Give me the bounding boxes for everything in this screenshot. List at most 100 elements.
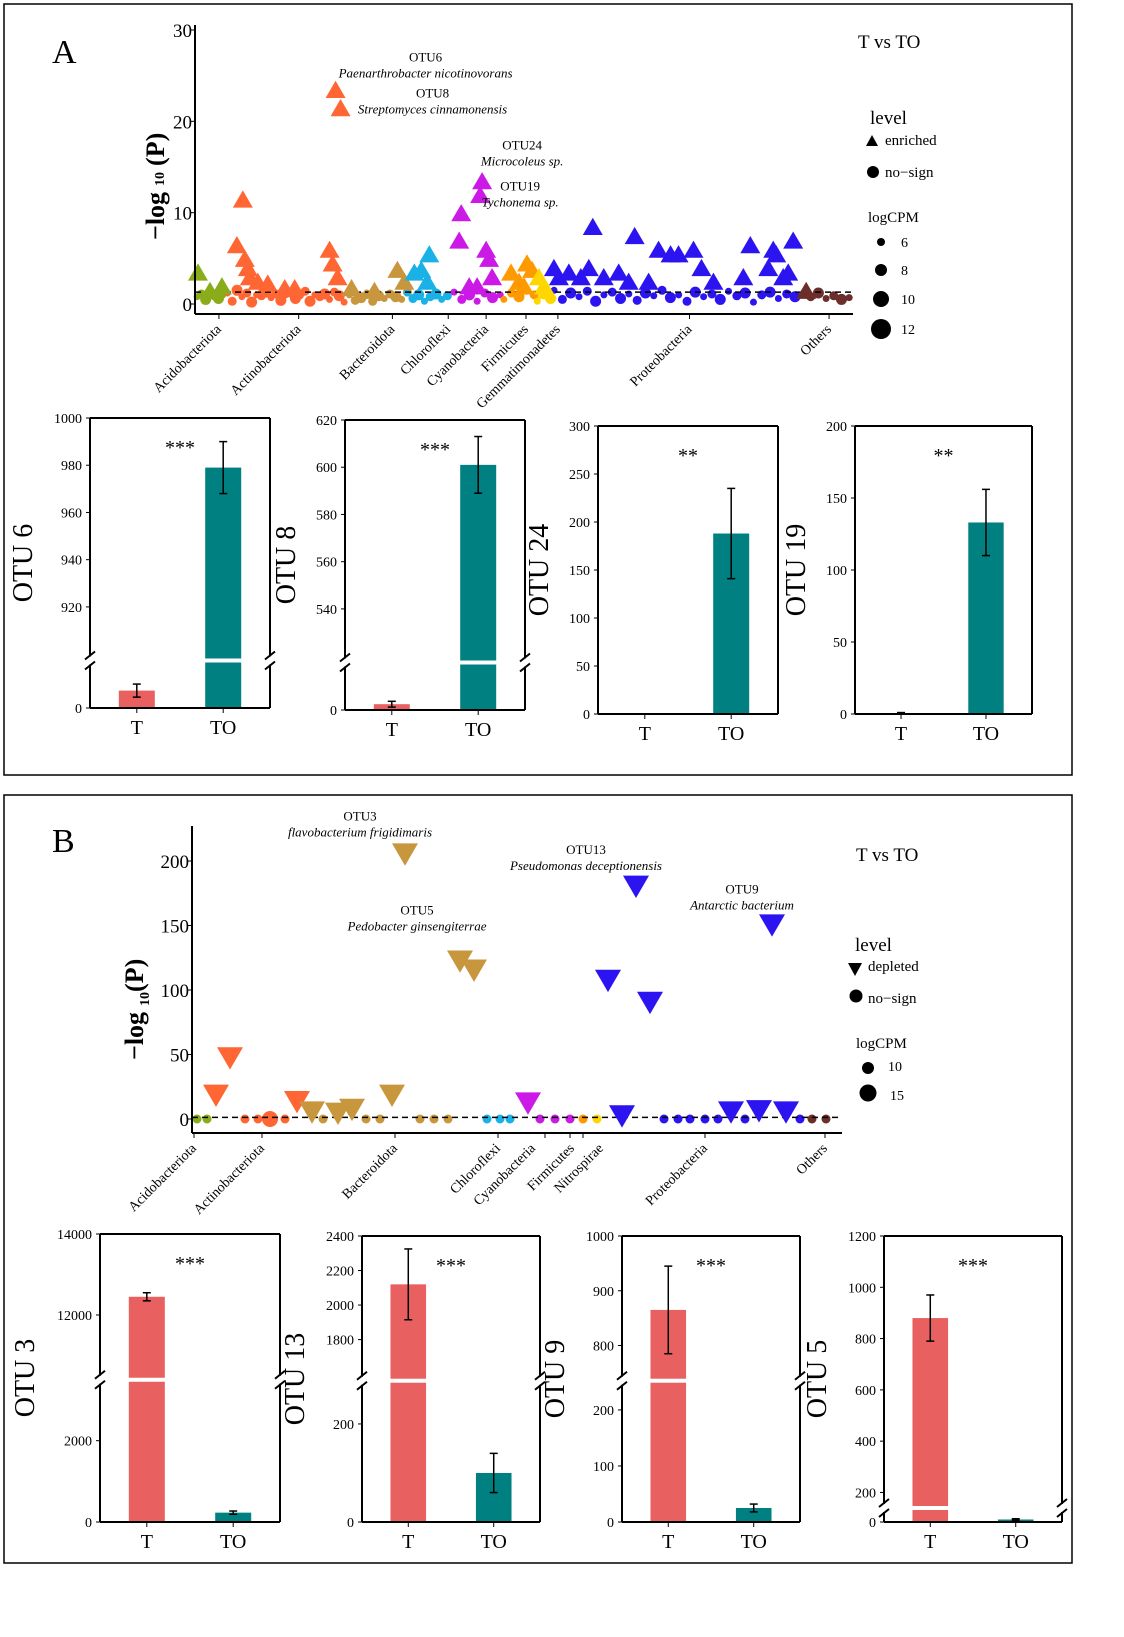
panel-b-comparison: T vs TO bbox=[856, 845, 918, 866]
x-tick-label: T bbox=[639, 723, 651, 745]
nosign-point bbox=[600, 291, 608, 299]
legend-nosign: no−sign bbox=[885, 165, 934, 181]
nosign-point bbox=[442, 291, 452, 301]
panel-a-comparison: T vs TO bbox=[858, 32, 920, 53]
annotation-otu: OTU24 bbox=[502, 138, 542, 153]
legend-size: 10 bbox=[901, 293, 915, 308]
significance-stars: *** bbox=[436, 1255, 466, 1277]
nosign-point bbox=[829, 291, 839, 301]
significant-point bbox=[417, 272, 438, 290]
x-tick-label: Proteobacteria bbox=[628, 322, 696, 390]
nosign-point bbox=[590, 295, 602, 307]
axis-break-icon bbox=[84, 650, 96, 671]
panel-b-letter: B bbox=[52, 823, 75, 860]
nosign-point bbox=[845, 294, 853, 302]
legend-enriched: enriched bbox=[885, 133, 937, 149]
y-tick-label: 400 bbox=[855, 1435, 876, 1450]
y-tick-label: 200 bbox=[855, 1486, 876, 1501]
legend-size: 8 bbox=[901, 264, 908, 279]
significant-point bbox=[447, 950, 473, 973]
nosign-point bbox=[821, 1114, 831, 1124]
axis-break-icon bbox=[356, 1370, 368, 1391]
bar-TO bbox=[735, 1507, 772, 1522]
significant-point bbox=[479, 249, 500, 267]
significant-point bbox=[211, 277, 232, 295]
nosign-point bbox=[473, 297, 481, 305]
significant-point bbox=[796, 281, 817, 299]
y-tick-label: 200 bbox=[569, 516, 590, 531]
manhattan-b-ylabel: −log10(P) bbox=[120, 959, 153, 1060]
axis-break-icon bbox=[878, 1498, 890, 1518]
nosign-point bbox=[495, 1114, 505, 1124]
bar-panel-B2: T TO 1800 2000 2200 2400 0 200 OTU 13 *** bbox=[280, 1230, 546, 1553]
y-tick-label: 0 bbox=[840, 708, 847, 723]
significant-point bbox=[759, 914, 785, 937]
x-tick-label: TO bbox=[973, 723, 999, 745]
y-tick-label: 20 bbox=[173, 112, 192, 133]
y-tick-label: 980 bbox=[61, 459, 82, 474]
significant-point bbox=[515, 1092, 541, 1115]
significant-point bbox=[411, 260, 432, 278]
significant-point bbox=[582, 217, 603, 235]
nosign-point bbox=[807, 1114, 817, 1124]
nosign-point bbox=[340, 298, 348, 306]
nosign-point bbox=[673, 1114, 683, 1124]
panel-a-letter: A bbox=[52, 34, 77, 71]
y-tick-label: 800 bbox=[593, 1340, 614, 1355]
nosign-point bbox=[242, 288, 252, 298]
significant-point bbox=[766, 245, 787, 263]
significant-point bbox=[548, 268, 569, 286]
size-dot-icon bbox=[859, 1084, 877, 1102]
nosign-point bbox=[240, 1114, 250, 1124]
legend-depleted: depleted bbox=[868, 959, 919, 975]
x-tick-label: T bbox=[402, 1531, 414, 1553]
annotation-otu: OTU9 bbox=[725, 882, 758, 897]
nosign-point bbox=[246, 296, 258, 308]
nosign-point bbox=[506, 288, 516, 298]
y-tick-label: 1000 bbox=[54, 412, 82, 427]
nosign-point bbox=[262, 1111, 278, 1127]
legend-nosign: no−sign bbox=[868, 991, 917, 1007]
nosign-point bbox=[550, 1114, 560, 1124]
significance-stars: *** bbox=[958, 1255, 988, 1277]
nosign-point bbox=[700, 293, 708, 301]
x-tick-label: Bacteroidota bbox=[337, 322, 399, 384]
y-tick-label: 50 bbox=[833, 636, 847, 651]
nosign-point bbox=[280, 1114, 290, 1124]
significant-point bbox=[783, 231, 804, 249]
bar-panel-B4: T TO 200 400 600 800 1000 1200 0 OTU 5 *** bbox=[802, 1230, 1068, 1553]
annotation-species: Paenarthrobacter nicotinovorans bbox=[338, 65, 513, 80]
y-tick-label: 200 bbox=[826, 420, 847, 435]
y-tick-label: 920 bbox=[61, 601, 82, 616]
y-tick-label: 150 bbox=[161, 917, 190, 938]
manhattan-A: 0 10 20 30 Acidobacteriota Actinobacteriota Ba… bbox=[151, 21, 853, 412]
y-tick-label: 30 bbox=[173, 21, 192, 42]
nosign-point bbox=[375, 1114, 385, 1124]
bar-panel-A4: T TO 0 50 100 150 200 OTU 19 ** bbox=[781, 420, 1033, 745]
significant-point bbox=[449, 231, 470, 249]
x-tick-label: TO bbox=[465, 719, 491, 741]
significant-point bbox=[257, 274, 278, 292]
y-tick-label: 1000 bbox=[848, 1281, 876, 1296]
bar-T bbox=[912, 1318, 949, 1522]
y-tick-label: 12000 bbox=[57, 1309, 92, 1324]
y-tick-label: 0 bbox=[347, 1516, 354, 1531]
nosign-point bbox=[231, 284, 243, 296]
legend-logcpm-title: logCPM bbox=[856, 1036, 907, 1052]
significant-point bbox=[237, 258, 258, 277]
nosign-point bbox=[450, 288, 458, 296]
annotation-species: Pedobacter ginsengiterrae bbox=[347, 919, 487, 934]
x-tick-label: TO bbox=[210, 717, 236, 739]
y-tick-label: 150 bbox=[569, 564, 590, 579]
bar-ylabel: OTU 5 bbox=[802, 1340, 833, 1419]
panel-a-frame bbox=[3, 3, 1073, 776]
annotation-otu: OTU19 bbox=[500, 178, 540, 193]
nosign-point bbox=[795, 1114, 805, 1124]
y-tick-label: 100 bbox=[161, 981, 190, 1002]
bar-panel-B3: T TO 800 900 1000 0 100 200 OTU 9 *** bbox=[540, 1230, 806, 1553]
bar-panel-A2: T TO 540 560 580 600 620 0 OTU 8 *** bbox=[271, 414, 531, 741]
significant-point bbox=[339, 1098, 365, 1122]
significant-point bbox=[514, 277, 534, 295]
